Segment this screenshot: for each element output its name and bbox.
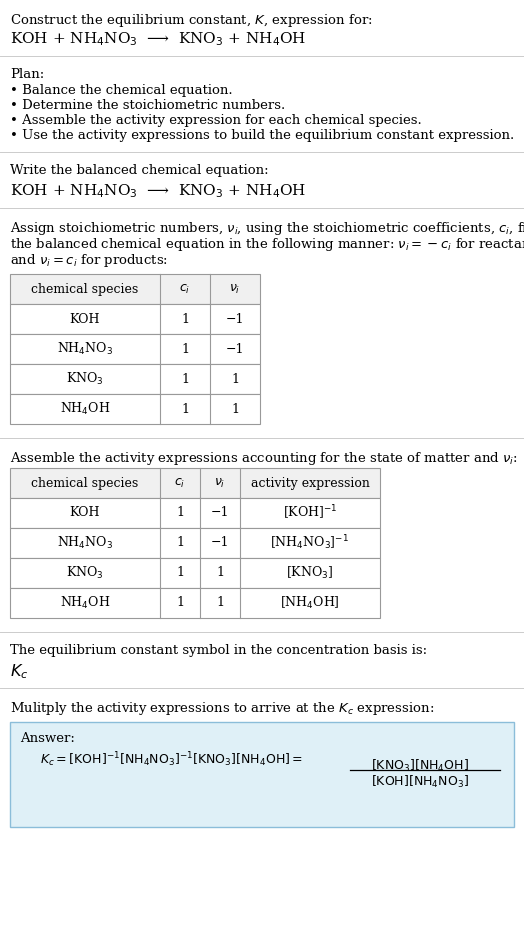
Text: [NH$_4$OH]: [NH$_4$OH]: [280, 595, 340, 611]
Text: NH$_4$NO$_3$: NH$_4$NO$_3$: [57, 535, 113, 551]
FancyBboxPatch shape: [10, 394, 260, 424]
Text: Answer:: Answer:: [20, 732, 75, 745]
Text: 1: 1: [176, 567, 184, 580]
Text: activity expression: activity expression: [250, 476, 369, 490]
Text: KNO$_3$: KNO$_3$: [66, 565, 104, 581]
Text: −1: −1: [211, 536, 230, 549]
Text: $[\mathrm{KNO_3}] [\mathrm{NH_4OH}]$: $[\mathrm{KNO_3}] [\mathrm{NH_4OH}]$: [371, 758, 469, 774]
Text: The equilibrium constant symbol in the concentration basis is:: The equilibrium constant symbol in the c…: [10, 644, 427, 657]
Text: $\nu_i$: $\nu_i$: [214, 476, 226, 490]
Text: the balanced chemical equation in the following manner: $\nu_i = -c_i$ for react: the balanced chemical equation in the fo…: [10, 236, 524, 253]
Text: KNO$_3$: KNO$_3$: [66, 371, 104, 387]
Text: $c_i$: $c_i$: [174, 476, 185, 490]
Text: $K_c = [\mathrm{KOH}]^{-1}[\mathrm{NH_4NO_3}]^{-1}[\mathrm{KNO_3}][\mathrm{NH_4O: $K_c = [\mathrm{KOH}]^{-1}[\mathrm{NH_4N…: [40, 750, 303, 769]
Text: KOH + NH$_4$NO$_3$  ⟶  KNO$_3$ + NH$_4$OH: KOH + NH$_4$NO$_3$ ⟶ KNO$_3$ + NH$_4$OH: [10, 30, 307, 47]
Text: • Balance the chemical equation.: • Balance the chemical equation.: [10, 84, 233, 97]
Text: 1: 1: [216, 567, 224, 580]
Text: NH$_4$OH: NH$_4$OH: [60, 595, 110, 611]
Text: and $\nu_i = c_i$ for products:: and $\nu_i = c_i$ for products:: [10, 252, 168, 269]
Text: 1: 1: [231, 402, 239, 416]
Text: [NH$_4$NO$_3$]$^{-1}$: [NH$_4$NO$_3$]$^{-1}$: [270, 533, 350, 552]
Text: KOH: KOH: [70, 507, 100, 519]
Text: $[\mathrm{KOH}] [\mathrm{NH_4NO_3}]$: $[\mathrm{KOH}] [\mathrm{NH_4NO_3}]$: [371, 774, 469, 791]
Text: 1: 1: [181, 312, 189, 326]
Text: 1: 1: [231, 373, 239, 385]
Text: • Determine the stoichiometric numbers.: • Determine the stoichiometric numbers.: [10, 99, 285, 112]
Text: • Assemble the activity expression for each chemical species.: • Assemble the activity expression for e…: [10, 114, 422, 127]
FancyBboxPatch shape: [10, 588, 380, 618]
FancyBboxPatch shape: [10, 468, 380, 498]
Text: KOH: KOH: [70, 312, 100, 326]
Text: NH$_4$OH: NH$_4$OH: [60, 400, 110, 417]
Text: 1: 1: [181, 343, 189, 356]
FancyBboxPatch shape: [10, 528, 380, 558]
FancyBboxPatch shape: [10, 722, 514, 827]
Text: Assign stoichiometric numbers, $\nu_i$, using the stoichiometric coefficients, $: Assign stoichiometric numbers, $\nu_i$, …: [10, 220, 524, 237]
FancyBboxPatch shape: [10, 364, 260, 394]
Text: KOH + NH$_4$NO$_3$  ⟶  KNO$_3$ + NH$_4$OH: KOH + NH$_4$NO$_3$ ⟶ KNO$_3$ + NH$_4$OH: [10, 182, 307, 199]
FancyBboxPatch shape: [10, 274, 260, 304]
Text: $c_i$: $c_i$: [179, 283, 191, 295]
Text: $K_c$: $K_c$: [10, 662, 28, 680]
Text: Write the balanced chemical equation:: Write the balanced chemical equation:: [10, 164, 269, 177]
Text: [KOH]$^{-1}$: [KOH]$^{-1}$: [283, 504, 337, 522]
Text: [KNO$_3$]: [KNO$_3$]: [287, 565, 334, 581]
Text: 1: 1: [176, 507, 184, 519]
Text: 1: 1: [176, 536, 184, 549]
Text: 1: 1: [181, 373, 189, 385]
Text: 1: 1: [176, 597, 184, 609]
Text: chemical species: chemical species: [31, 476, 139, 490]
Text: −1: −1: [226, 343, 244, 356]
FancyBboxPatch shape: [10, 558, 380, 588]
Text: Assemble the activity expressions accounting for the state of matter and $\nu_i$: Assemble the activity expressions accoun…: [10, 450, 518, 467]
Text: −1: −1: [211, 507, 230, 519]
Text: $\nu_i$: $\nu_i$: [230, 283, 241, 295]
Text: 1: 1: [181, 402, 189, 416]
FancyBboxPatch shape: [10, 334, 260, 364]
Text: chemical species: chemical species: [31, 283, 139, 295]
Text: • Use the activity expressions to build the equilibrium constant expression.: • Use the activity expressions to build …: [10, 129, 514, 142]
FancyBboxPatch shape: [10, 498, 380, 528]
Text: −1: −1: [226, 312, 244, 326]
Text: Construct the equilibrium constant, $K$, expression for:: Construct the equilibrium constant, $K$,…: [10, 12, 373, 29]
Text: Mulitply the activity expressions to arrive at the $K_c$ expression:: Mulitply the activity expressions to arr…: [10, 700, 434, 717]
Text: 1: 1: [216, 597, 224, 609]
FancyBboxPatch shape: [10, 304, 260, 334]
Text: NH$_4$NO$_3$: NH$_4$NO$_3$: [57, 341, 113, 357]
Text: Plan:: Plan:: [10, 68, 44, 81]
